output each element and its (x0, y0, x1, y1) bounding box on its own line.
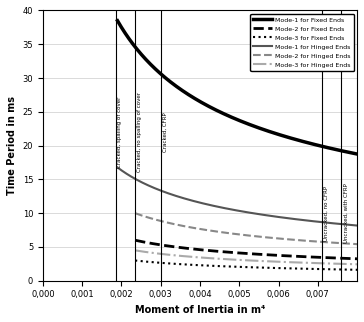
Mode-1 for Fixed Ends (230, 116, 235, 120)
Mode-2 for Fixed Ends (265, 253, 269, 257)
Text: Uncracked, no CFRP: Uncracked, no CFRP (324, 185, 329, 241)
Line: Mode-2 for Hinged Ends: Mode-2 for Hinged Ends (135, 213, 357, 244)
Mode-1 for Hinged Ends (312, 219, 316, 223)
Mode-1 for Hinged Ends (349, 223, 353, 227)
Mode-3 for Hinged Ends (240, 258, 244, 262)
Mode-1 for Hinged Ends (245, 210, 249, 214)
Mode-1 for Hinged Ends (115, 166, 120, 169)
Mode-2 for Hinged Ends (253, 234, 257, 238)
Mode-2 for Hinged Ends (265, 235, 269, 239)
Text: Uncracked, with CFRP: Uncracked, with CFRP (343, 183, 348, 243)
Line: Mode-2 for Fixed Ends: Mode-2 for Fixed Ends (135, 240, 357, 259)
Mode-2 for Hinged Ends (355, 242, 359, 246)
Mode-2 for Fixed Ends (238, 251, 243, 255)
Mode-3 for Hinged Ends (253, 259, 257, 263)
Mode-2 for Fixed Ends (315, 255, 319, 259)
Mode-1 for Hinged Ends (230, 208, 235, 212)
Mode-1 for Fixed Ends (245, 122, 249, 126)
Mode-1 for Fixed Ends (349, 151, 353, 155)
Text: Cracked, spalling of cover: Cracked, spalling of cover (118, 96, 122, 168)
Mode-3 for Fixed Ends (133, 259, 137, 262)
Mode-1 for Fixed Ends (115, 19, 120, 23)
Mode-3 for Hinged Ends (133, 249, 137, 252)
Mode-1 for Fixed Ends (312, 142, 316, 146)
Mode-2 for Fixed Ends (355, 257, 359, 261)
Mode-2 for Hinged Ends (349, 242, 354, 246)
Mode-2 for Hinged Ends (315, 240, 319, 243)
Mode-3 for Hinged Ends (355, 262, 359, 266)
Mode-2 for Fixed Ends (240, 251, 244, 255)
Y-axis label: Time Period in ms: Time Period in ms (7, 96, 17, 195)
Mode-1 for Hinged Ends (258, 213, 262, 216)
Mode-3 for Hinged Ends (265, 259, 269, 263)
Mode-3 for Fixed Ends (265, 266, 269, 270)
Line: Mode-3 for Hinged Ends: Mode-3 for Hinged Ends (135, 251, 357, 264)
Mode-3 for Fixed Ends (315, 267, 319, 271)
Mode-2 for Hinged Ends (240, 233, 244, 237)
Mode-1 for Hinged Ends (355, 223, 359, 227)
Mode-3 for Hinged Ends (315, 261, 319, 265)
Line: Mode-3 for Fixed Ends: Mode-3 for Fixed Ends (135, 260, 357, 270)
Legend: Mode-1 for Fixed Ends, Mode-2 for Fixed Ends, Mode-3 for Fixed Ends, Mode-1 for : Mode-1 for Fixed Ends, Mode-2 for Fixed … (250, 14, 354, 71)
Mode-2 for Hinged Ends (238, 233, 243, 237)
X-axis label: Moment of Inertia in m⁴: Moment of Inertia in m⁴ (135, 305, 265, 315)
Line: Mode-1 for Fixed Ends: Mode-1 for Fixed Ends (118, 21, 357, 154)
Mode-3 for Fixed Ends (238, 265, 243, 269)
Mode-2 for Hinged Ends (133, 211, 137, 215)
Text: Cracked, no spalling of cover: Cracked, no spalling of cover (137, 92, 142, 172)
Mode-2 for Fixed Ends (253, 252, 257, 256)
Mode-1 for Hinged Ends (229, 207, 233, 211)
Mode-3 for Hinged Ends (238, 258, 243, 262)
Mode-3 for Fixed Ends (349, 268, 354, 272)
Mode-2 for Fixed Ends (133, 238, 137, 242)
Mode-3 for Fixed Ends (355, 268, 359, 272)
Mode-3 for Fixed Ends (253, 265, 257, 269)
Mode-1 for Fixed Ends (258, 127, 262, 130)
Mode-2 for Fixed Ends (349, 257, 354, 260)
Mode-1 for Fixed Ends (229, 115, 233, 119)
Mode-1 for Fixed Ends (355, 152, 359, 156)
Line: Mode-1 for Hinged Ends: Mode-1 for Hinged Ends (118, 167, 357, 225)
Mode-3 for Hinged Ends (349, 262, 354, 266)
Mode-3 for Fixed Ends (240, 265, 244, 269)
Text: Cracked, CFRP: Cracked, CFRP (163, 112, 168, 152)
